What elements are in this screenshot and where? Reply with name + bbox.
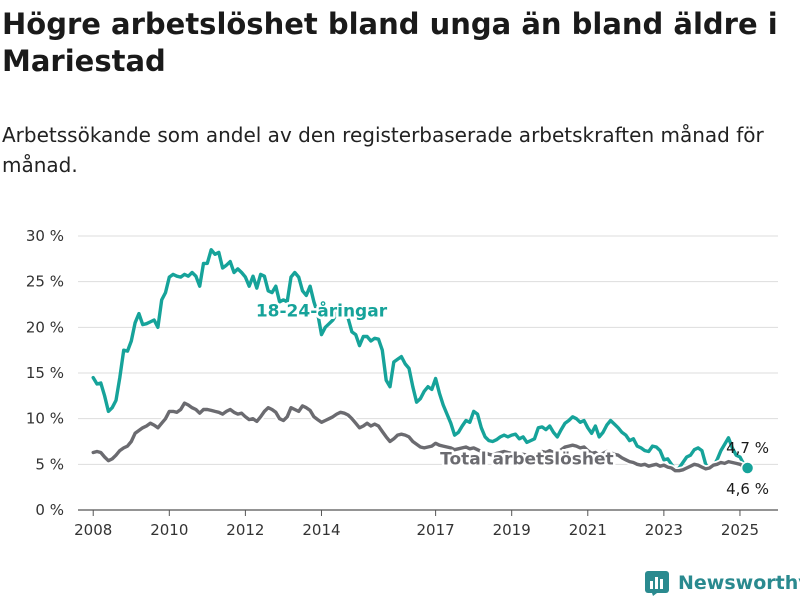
newsworthy-logo-icon: [645, 571, 669, 596]
y-tick-label: 15 %: [26, 364, 64, 382]
series-label-total: Total arbetslöshet: [440, 449, 614, 469]
end-label-youth: 4,7 %: [726, 439, 769, 457]
series-label-youth-halo: 18-24-åringar: [256, 299, 388, 321]
x-tick-label: 2019: [493, 521, 531, 539]
chart-title: Högre arbetslöshet bland unga än bland ä…: [2, 7, 778, 78]
y-tick-label: 30 %: [26, 227, 64, 245]
brand-logo: Newsworthy: [644, 568, 800, 598]
series-label-youth: 18-24-åringar: [256, 299, 388, 321]
end-point-marker: [740, 461, 755, 475]
y-tick-label: 25 %: [26, 273, 64, 291]
y-tick-label: 5 %: [35, 455, 64, 473]
x-tick-label: 2010: [150, 521, 188, 539]
x-tick-label: 2021: [569, 521, 607, 539]
chart-subtitle: Arbetssökande som andel av den registerb…: [2, 123, 764, 177]
series-label-total-halo: Total arbetslöshet: [440, 449, 614, 469]
x-tick-label: 2023: [645, 521, 683, 539]
y-tick-label: 20 %: [26, 318, 64, 336]
y-tick-label: 0 %: [35, 501, 64, 519]
line-chart: 0 % 5 % 10 % 15 % 20 % 25 % 30 % 2008 2010 2012 20…: [26, 227, 778, 539]
x-tick-label: 2017: [417, 521, 455, 539]
series-line-youth: [91, 248, 750, 472]
x-tick-label: 2014: [302, 521, 340, 539]
x-tick-label: 2012: [226, 521, 264, 539]
y-tick-label: 10 %: [26, 410, 64, 428]
x-tick-label: 2008: [74, 521, 112, 539]
x-tick-label: 2025: [721, 521, 759, 539]
series-halo-total: [89, 399, 752, 475]
brand-name: Newsworthy: [678, 572, 800, 594]
end-label-total: 4,6 %: [726, 480, 769, 498]
series-line-total: [91, 401, 750, 473]
